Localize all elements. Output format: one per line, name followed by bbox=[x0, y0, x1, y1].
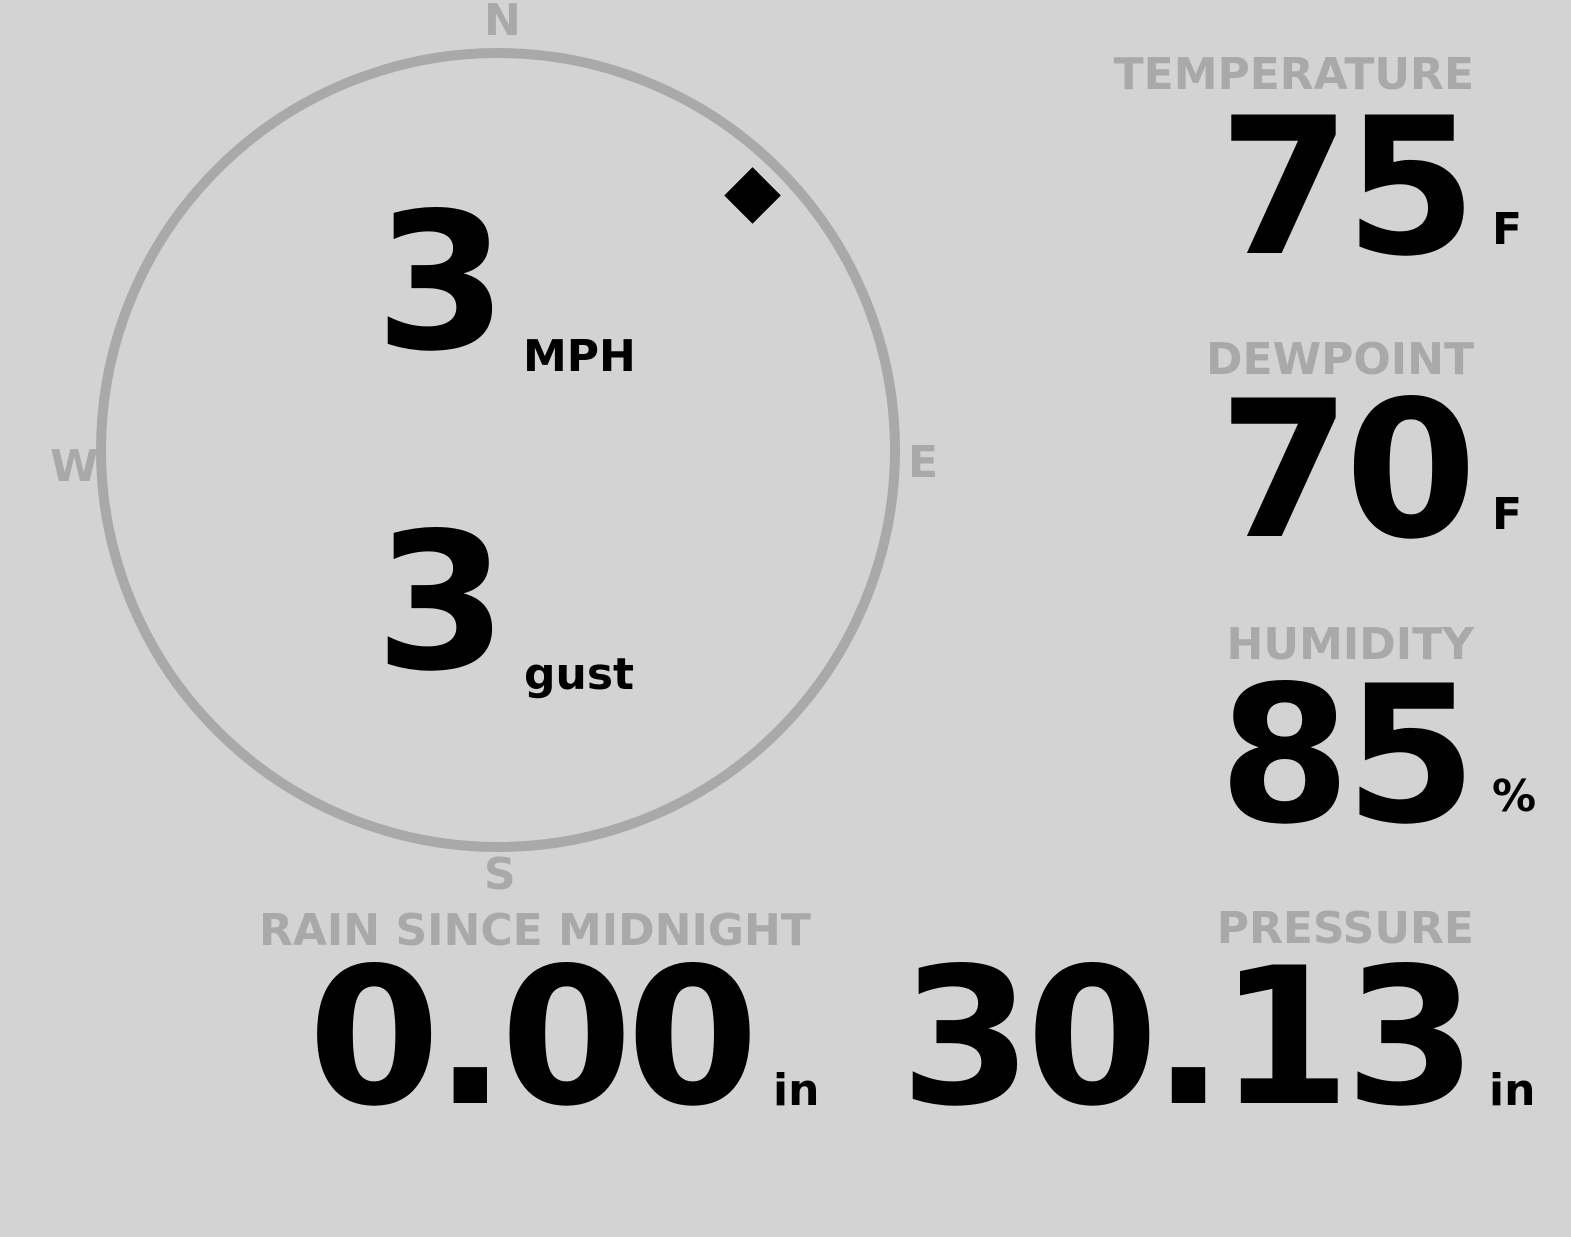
dewpoint-value: 70 bbox=[1218, 360, 1477, 581]
pressure-label: PRESSURE bbox=[1216, 903, 1474, 954]
temperature-unit: F bbox=[1492, 204, 1523, 255]
pressure-value: 30.13 bbox=[900, 927, 1477, 1148]
diamond-icon bbox=[724, 167, 781, 224]
compass-west: W bbox=[50, 441, 99, 492]
temperature-value: 75 bbox=[1218, 77, 1477, 298]
rain-value: 0.00 bbox=[308, 927, 759, 1148]
wind-gust-unit: gust bbox=[524, 649, 635, 700]
humidity-value: 85 bbox=[1218, 645, 1477, 866]
dewpoint-label: DEWPOINT bbox=[1206, 334, 1474, 385]
rain-label: RAIN SINCE MIDNIGHT bbox=[259, 905, 811, 956]
humidity-label: HUMIDITY bbox=[1226, 619, 1474, 670]
rain-unit: in bbox=[773, 1065, 820, 1116]
compass-ring bbox=[96, 48, 900, 852]
humidity-unit: % bbox=[1492, 771, 1537, 822]
wind-compass bbox=[96, 48, 900, 852]
temperature-label: TEMPERATURE bbox=[1113, 49, 1474, 100]
compass-east: E bbox=[908, 437, 939, 488]
compass-north: N bbox=[484, 0, 521, 46]
wind-speed-unit: MPH bbox=[523, 331, 636, 382]
dewpoint-unit: F bbox=[1492, 489, 1523, 540]
pressure-unit: in bbox=[1489, 1065, 1536, 1116]
wind-gust-value: 3 bbox=[375, 492, 507, 713]
compass-south: S bbox=[484, 849, 516, 900]
wind-speed-value: 3 bbox=[375, 172, 507, 393]
